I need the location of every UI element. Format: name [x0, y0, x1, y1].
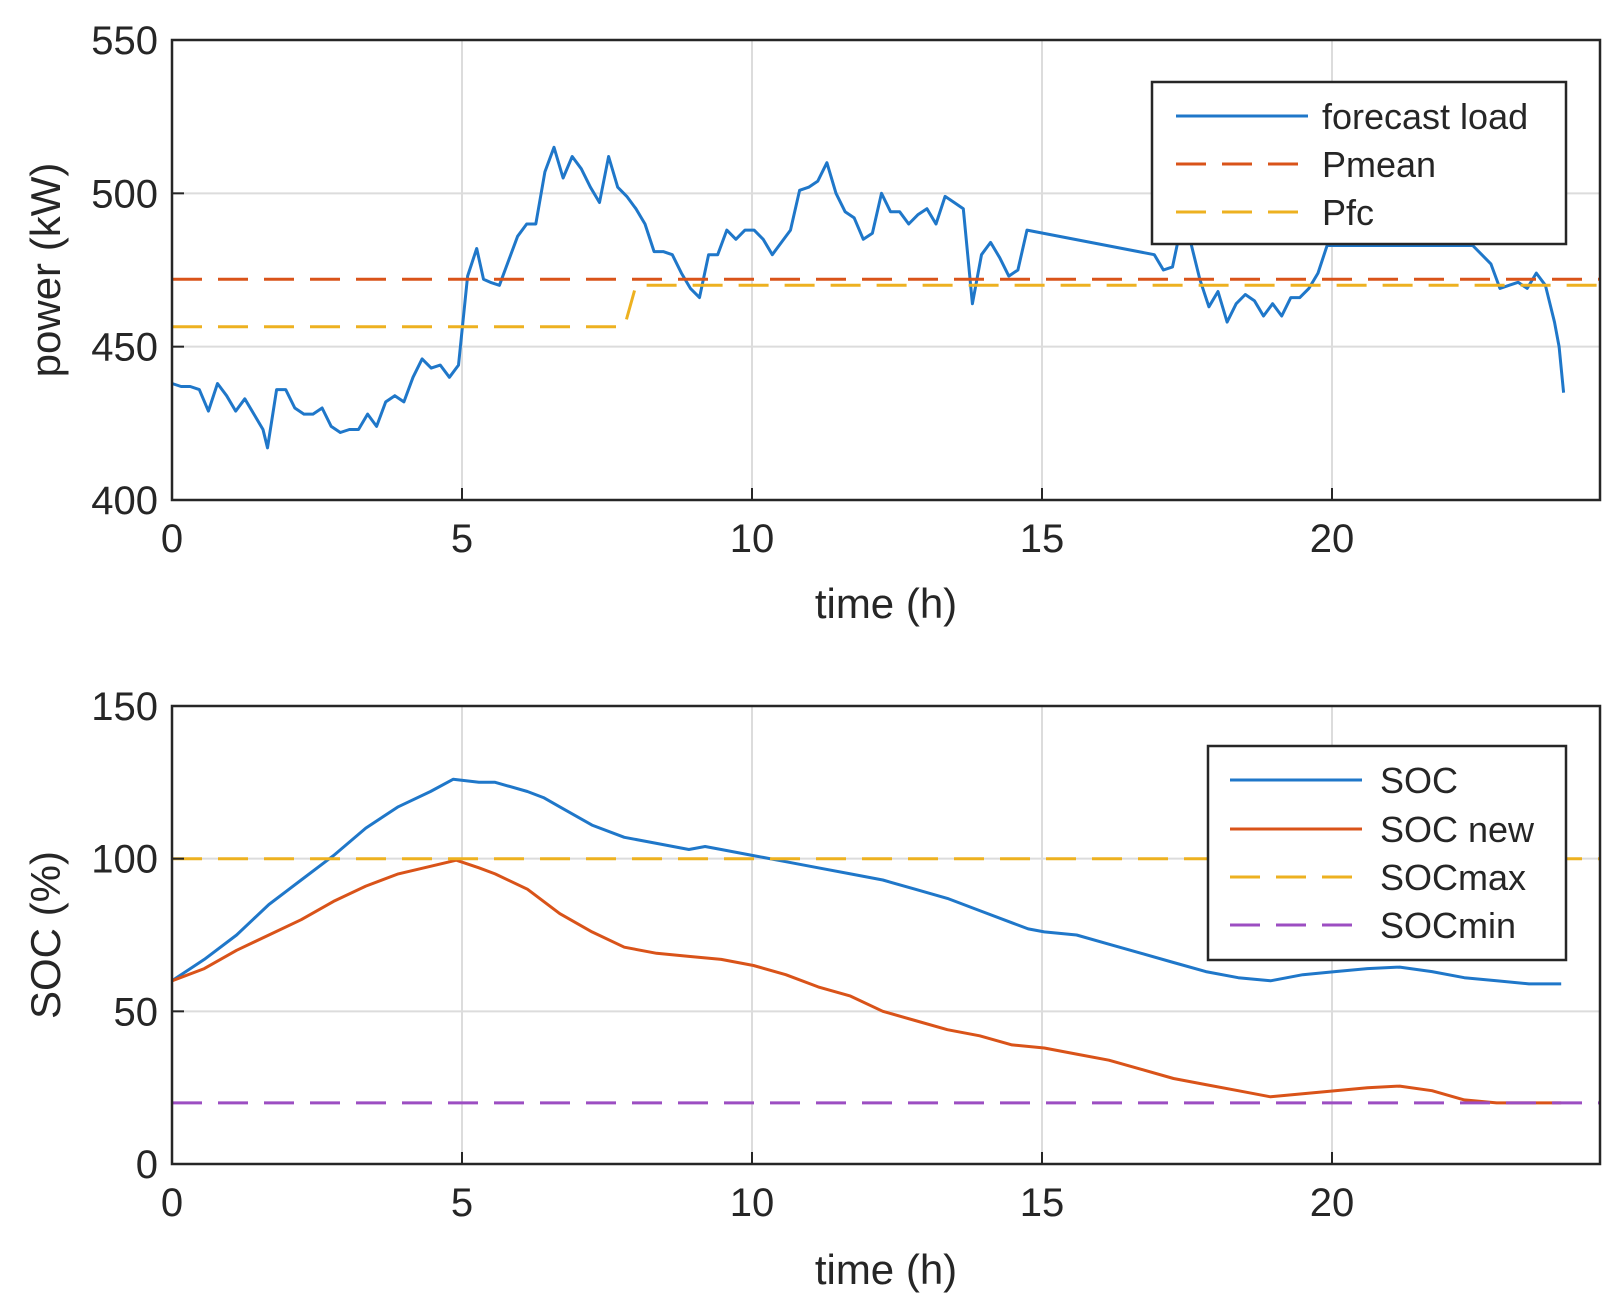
series-line-forecast-load	[171, 145, 1566, 450]
legend-label-soc-new: SOC new	[1380, 809, 1535, 850]
x-tick-label: 15	[1020, 1181, 1065, 1225]
legend-label-soc: SOC	[1380, 760, 1458, 801]
power-axes-box	[170, 38, 1602, 502]
legend-label-socmin: SOCmin	[1380, 905, 1516, 946]
y-tick-label: 500	[91, 172, 158, 216]
y-tick-label: 550	[91, 19, 158, 63]
x-tick-label: 5	[451, 1181, 473, 1225]
legend-label-pfc: Pfc	[1322, 192, 1374, 233]
y-tick-label: 0	[136, 1143, 158, 1187]
y-tick-label: 50	[114, 990, 159, 1034]
power-legend-box	[1150, 80, 1568, 246]
soc-legend-box	[1206, 744, 1568, 962]
x-tick-label: 10	[730, 517, 775, 561]
x-tick-label: 0	[161, 517, 183, 561]
series-line-soc	[171, 777, 1562, 986]
x-tick-label: 15	[1020, 517, 1065, 561]
y-tick-label: 400	[91, 479, 158, 523]
soc-tick-labels: 0 5 10 15 20 0 50 100 150	[91, 685, 1354, 1225]
x-tick-label: 20	[1310, 1181, 1355, 1225]
soc-legend: SOC SOC new SOCmax SOCmin	[1206, 744, 1568, 962]
soc-chart: 0 5 10 15 20 0 50 100 150 time (h) SOC (%) SOC S…	[22, 685, 1602, 1293]
y-tick-label: 450	[91, 326, 158, 370]
legend-label-forecast-load: forecast load	[1322, 96, 1528, 137]
x-tick-label: 10	[730, 1181, 775, 1225]
x-tick-label: 0	[161, 1181, 183, 1225]
legend-label-pmean: Pmean	[1322, 144, 1436, 185]
soc-x-axis-title: time (h)	[815, 1246, 957, 1293]
series-line-pfc	[172, 283, 1600, 329]
y-tick-label: 100	[91, 838, 158, 882]
soc-y-axis-title: SOC (%)	[22, 851, 69, 1019]
power-chart: 0 5 10 15 20 400 450 500 550 time (h) power (kW)…	[22, 19, 1602, 627]
soc-axes-box	[170, 704, 1602, 1166]
x-tick-label: 20	[1310, 517, 1355, 561]
x-tick-label: 5	[451, 517, 473, 561]
power-tick-labels: 0 5 10 15 20 400 450 500 550	[91, 19, 1354, 561]
power-x-axis-title: time (h)	[815, 580, 957, 627]
power-series	[171, 145, 1600, 450]
series-line-soc-new	[171, 858, 1562, 1105]
power-y-axis-title: power (kW)	[22, 163, 69, 378]
legend-label-socmax: SOCmax	[1380, 857, 1526, 898]
y-tick-label: 150	[91, 685, 158, 729]
power-legend: forecast load Pmean Pfc	[1150, 80, 1568, 246]
soc-series	[171, 777, 1600, 1105]
